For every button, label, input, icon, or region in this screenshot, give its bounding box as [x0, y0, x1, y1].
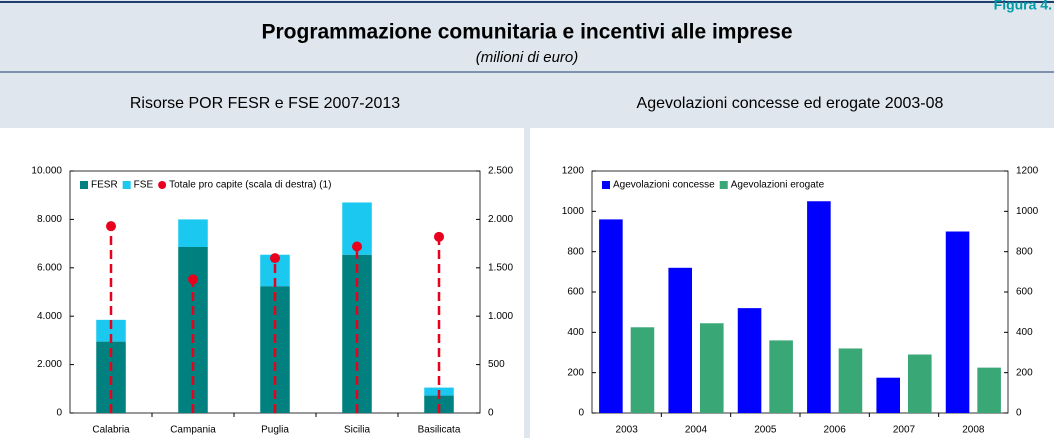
point — [434, 231, 444, 242]
x-tick-label: 2008 — [962, 425, 985, 436]
bar — [977, 367, 1001, 413]
bar — [599, 219, 623, 413]
point — [106, 221, 116, 232]
y-tick-label: 10.000 — [31, 166, 62, 177]
point — [352, 241, 362, 252]
y-tick-label: 200 — [567, 367, 584, 378]
bar — [630, 327, 655, 413]
y-tick-label: 8.000 — [37, 214, 62, 225]
chart-title: Risorse POR FESR e FSE 2007-2013 — [130, 95, 400, 112]
legend-swatch — [80, 181, 88, 189]
legend-swatch — [158, 181, 167, 189]
y2-tick-label: 2.500 — [488, 166, 513, 177]
y2-tick-label: 1000 — [1016, 206, 1039, 217]
x-tick-label: 2003 — [616, 425, 639, 436]
figure-label: Figura 4. — [994, 0, 1052, 13]
bar — [769, 340, 793, 413]
bar — [96, 319, 126, 342]
x-tick-label: Calabria — [92, 425, 130, 436]
legend-label: FSE — [134, 180, 154, 191]
bar — [178, 246, 208, 413]
legend-swatch — [719, 181, 728, 189]
bar — [876, 377, 900, 413]
y-tick-label: 1000 — [562, 206, 585, 217]
y-tick-label: 400 — [567, 327, 584, 338]
point — [188, 274, 198, 285]
x-tick-label: 2004 — [685, 425, 708, 436]
bar — [178, 219, 208, 247]
y2-tick-label: 600 — [1016, 287, 1033, 298]
y-tick-label: 1200 — [562, 166, 585, 177]
x-tick-label: Sicilia — [344, 425, 371, 436]
y2-tick-label: 0 — [1016, 408, 1022, 419]
y2-tick-label: 1.500 — [488, 262, 513, 273]
y2-tick-label: 400 — [1016, 327, 1033, 338]
bar — [737, 308, 762, 413]
bar — [700, 323, 724, 413]
legend-label: FESR — [91, 180, 118, 191]
y-tick-label: 4.000 — [37, 311, 62, 322]
point — [270, 253, 280, 264]
x-tick-label: Basilicata — [418, 425, 461, 436]
x-tick-label: 2007 — [893, 425, 916, 436]
legend-label: Agevolazioni concesse — [613, 180, 715, 191]
y2-tick-label: 200 — [1016, 367, 1033, 378]
title: Programmazione comunitaria e incentivi a… — [261, 21, 792, 44]
bar — [908, 354, 932, 413]
y2-tick-label: 800 — [1016, 246, 1033, 257]
chart-title: Agevolazioni concesse ed erogate 2003-08 — [637, 95, 944, 112]
subtitle: (milioni di euro) — [476, 49, 579, 66]
legend-label: Agevolazioni erogate — [731, 180, 825, 191]
x-tick-label: 2005 — [754, 425, 777, 436]
y2-tick-label: 0 — [488, 408, 494, 419]
legend-label: Totale pro capite (scala di destra) (1) — [169, 180, 331, 191]
legend-swatch — [122, 181, 131, 189]
y2-tick-label: 2.000 — [488, 214, 513, 225]
y-tick-label: 2.000 — [37, 359, 62, 370]
y2-tick-label: 1200 — [1016, 166, 1039, 177]
y-tick-label: 0 — [56, 408, 62, 419]
x-tick-label: Puglia — [261, 425, 289, 436]
legend-swatch — [602, 181, 610, 189]
bar — [945, 231, 970, 413]
y-tick-label: 0 — [578, 408, 584, 419]
y-tick-label: 6.000 — [37, 262, 62, 273]
bar — [838, 348, 863, 413]
x-tick-label: 2006 — [824, 425, 847, 436]
y2-tick-label: 1.000 — [488, 311, 513, 322]
x-tick-label: Campania — [170, 425, 216, 436]
bar — [807, 201, 831, 413]
bar — [668, 267, 692, 413]
y-tick-label: 800 — [567, 246, 584, 257]
y-tick-label: 600 — [567, 287, 584, 298]
y2-tick-label: 500 — [488, 359, 505, 370]
